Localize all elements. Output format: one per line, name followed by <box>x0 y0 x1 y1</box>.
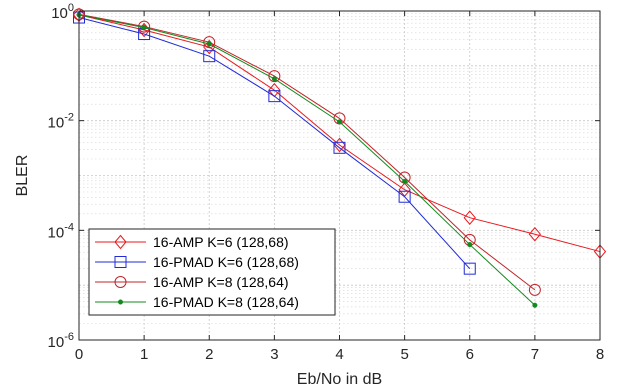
legend-marker <box>114 234 127 250</box>
series-line <box>78 14 601 253</box>
y-tick-exponent: -6 <box>64 331 74 343</box>
y-tick-label: 10-4 <box>48 221 74 241</box>
y-tick-base: 10 <box>48 115 65 132</box>
data-point <box>333 137 346 153</box>
legend-box <box>88 228 336 316</box>
data-point <box>463 262 476 275</box>
y-tick-base: 10 <box>48 334 65 351</box>
data-point <box>268 90 281 103</box>
y-tick-base: 10 <box>48 224 65 241</box>
data-point <box>333 141 346 154</box>
data-point <box>206 41 212 47</box>
legend-marker <box>114 256 127 268</box>
data-point <box>528 283 541 296</box>
data-point <box>203 50 216 63</box>
x-tick-label: 7 <box>531 346 539 363</box>
x-tick-label: 5 <box>400 346 408 363</box>
x-tick-label: 3 <box>270 346 278 363</box>
data-point <box>398 190 411 203</box>
series-line <box>78 17 471 269</box>
legend-item: 16-PMAD K=6 (128,68) <box>95 254 299 270</box>
series-line <box>78 14 536 306</box>
x-tick-label: 4 <box>335 346 343 363</box>
x-tick-label: 0 <box>75 346 83 363</box>
x-tick-label: 2 <box>205 346 213 363</box>
legend-label: 16-AMP K=6 (128,68) <box>153 234 289 250</box>
y-tick-exponent: -4 <box>64 221 74 233</box>
series-line <box>78 13 536 291</box>
data-point <box>271 76 277 82</box>
legend-marker <box>117 299 124 305</box>
legend-label: 16-PMAD K=8 (128,64) <box>153 294 299 310</box>
y-tick-label: 10-6 <box>48 331 74 351</box>
data-point <box>141 24 147 31</box>
y-axis-label: BLER <box>14 155 31 197</box>
y-tick-label: 10-2 <box>48 112 74 132</box>
y-tick-exponent: 0 <box>68 2 74 14</box>
x-axis-label: Eb/No in dB <box>297 371 382 388</box>
x-tick-label: 1 <box>140 346 148 363</box>
data-point <box>336 119 343 125</box>
legend-item: 16-PMAD K=8 (128,64) <box>95 294 299 310</box>
legend-label: 16-AMP K=8 (128,64) <box>153 274 289 290</box>
y-tick-label: 100 <box>51 2 74 22</box>
data-point <box>528 226 542 242</box>
data-point <box>467 242 473 248</box>
data-point <box>532 302 538 308</box>
series-4 <box>76 12 538 308</box>
data-point <box>463 210 476 225</box>
data-point <box>203 39 216 55</box>
x-tick-label: 6 <box>466 346 474 363</box>
data-point <box>402 178 408 184</box>
legend-item: 16-AMP K=8 (128,64) <box>95 274 289 290</box>
legend-label: 16-PMAD K=6 (128,68) <box>153 254 299 270</box>
legend: 16-AMP K=6 (128,68) 16-PMAD K=6 (128,68) 1… <box>88 228 336 316</box>
y-tick-base: 10 <box>51 5 68 22</box>
x-tick-label: 8 <box>596 346 604 363</box>
y-tick-exponent: -2 <box>64 112 74 124</box>
legend-item: 16-AMP K=6 (128,68) <box>95 234 289 250</box>
legend-marker <box>114 276 127 288</box>
